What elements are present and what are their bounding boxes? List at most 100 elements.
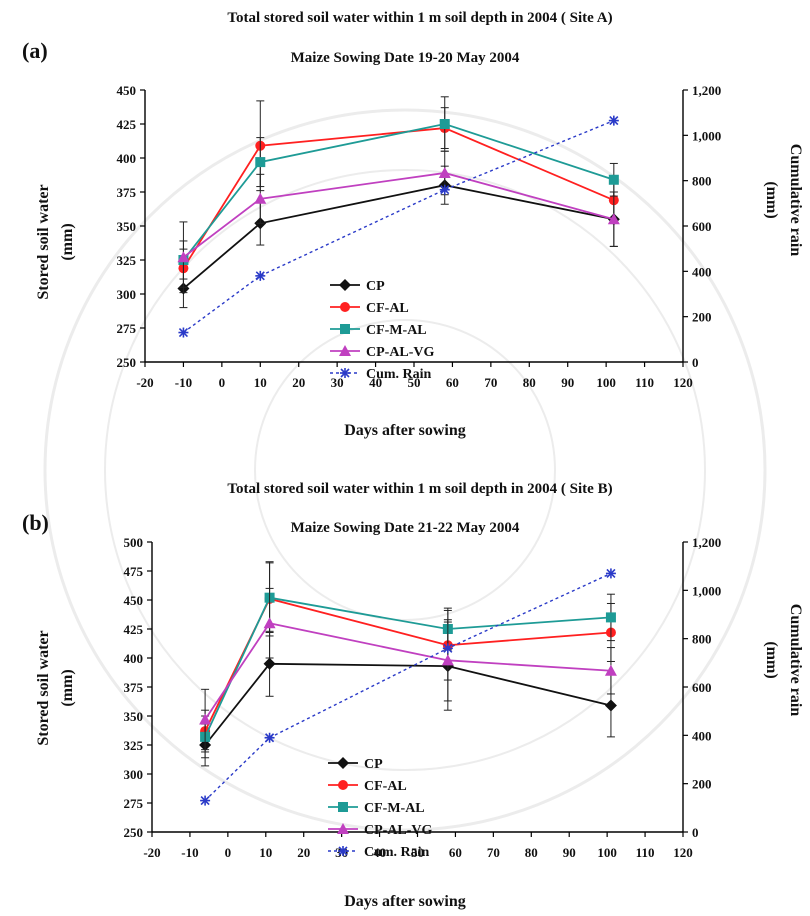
data-point <box>199 713 212 725</box>
x-tick-label: 40 <box>369 375 382 390</box>
y-axis-label-left-unit: (mm) <box>59 669 76 706</box>
data-point <box>200 795 211 806</box>
legend-item: CP-AL-VG <box>330 345 435 360</box>
legend-label: CP <box>366 279 385 294</box>
watermark-seal <box>43 108 767 832</box>
legend-item: CP-AL-VG <box>328 823 433 838</box>
y-left-tick-label: 450 <box>117 83 137 98</box>
y-right-tick-label: 1,200 <box>692 83 721 98</box>
legend-marker <box>339 345 351 356</box>
x-tick-label: 70 <box>484 375 497 390</box>
chart-subtitle: Maize Sowing Date 19-20 May 2004 <box>291 50 520 66</box>
series-line <box>204 662 612 746</box>
data-point <box>607 213 620 225</box>
y-axis-label-left: Stored soil water <box>35 184 52 299</box>
series-cf-m-al <box>178 96 619 280</box>
x-axis-label: Days after sowing <box>344 422 465 439</box>
y-axis-label-right-unit: (mm) <box>763 641 780 678</box>
legend-item: Cum. Rain <box>328 845 430 860</box>
series-line <box>204 622 611 720</box>
y-left-tick-label: 450 <box>124 593 144 608</box>
x-tick-label: 10 <box>259 845 272 860</box>
x-tick-label: 20 <box>292 375 305 390</box>
data-point <box>604 664 617 676</box>
chart-panel-b: Total stored soil water within 1 m soil … <box>22 481 804 910</box>
legend-item: CP <box>328 757 383 772</box>
y-left-tick-label: 350 <box>117 219 137 234</box>
y-right-tick-label: 400 <box>692 264 712 279</box>
x-tick-label: 70 <box>487 845 500 860</box>
legend-label: CF-M-AL <box>364 801 425 816</box>
y-right-tick-label: 1,000 <box>692 583 721 598</box>
x-tick-label: 120 <box>673 845 693 860</box>
legend-label: CP-AL-VG <box>366 345 435 360</box>
series-cf-al <box>200 561 616 753</box>
y-right-tick-label: 400 <box>692 728 712 743</box>
series-line <box>204 596 611 738</box>
series-line <box>182 172 615 258</box>
y-right-tick-label: 200 <box>692 777 712 792</box>
legend-marker <box>338 846 348 856</box>
y-axis-label-left-unit: (mm) <box>59 223 76 260</box>
panel-label: (a) <box>22 38 48 63</box>
legend: CP CF-AL CF-M-AL CP-AL-VG Cum. Rain <box>330 279 435 382</box>
legend-item: CF-AL <box>328 779 407 794</box>
x-tick-label: 60 <box>449 845 462 860</box>
data-point <box>255 270 266 281</box>
x-tick-label: -20 <box>143 845 160 860</box>
y-left-tick-label: 325 <box>124 738 144 753</box>
y-left-tick-label: 325 <box>117 253 137 268</box>
y-right-tick-label: 1,000 <box>692 128 721 143</box>
data-point <box>439 119 450 129</box>
y-axis-label-right-unit: (mm) <box>763 181 780 218</box>
y-left-tick-label: 375 <box>117 185 137 200</box>
series-cp <box>199 621 617 767</box>
y-right-tick-label: 0 <box>692 355 699 370</box>
legend-marker <box>339 279 351 291</box>
legend-marker <box>340 302 350 312</box>
legend: CP CF-AL CF-M-AL CP-AL-VG Cum. Rain <box>328 757 433 860</box>
data-point <box>605 612 616 623</box>
data-point <box>442 643 453 654</box>
data-point <box>608 115 619 126</box>
y-right-tick-label: 800 <box>692 174 712 189</box>
y-left-tick-label: 275 <box>117 321 137 336</box>
y-left-tick-label: 400 <box>124 651 144 666</box>
x-tick-label: 20 <box>297 845 310 860</box>
chart-subtitle: Maize Sowing Date 21-22 May 2004 <box>291 520 520 536</box>
y-right-tick-label: 800 <box>692 632 712 647</box>
x-tick-label: 80 <box>525 845 538 860</box>
series-line <box>182 184 615 290</box>
series-line <box>204 572 612 802</box>
y-left-tick-label: 425 <box>124 622 144 637</box>
y-left-tick-label: 500 <box>124 535 144 550</box>
y-left-tick-label: 300 <box>124 767 144 782</box>
data-point <box>177 251 190 263</box>
y-left-tick-label: 250 <box>117 355 137 370</box>
x-tick-label: 0 <box>219 375 226 390</box>
x-tick-label: -10 <box>181 845 198 860</box>
series-line <box>204 597 612 732</box>
legend-marker <box>337 757 349 769</box>
x-tick-label: 110 <box>635 375 654 390</box>
series-cp-al-vg <box>199 587 617 751</box>
legend-marker <box>338 780 348 790</box>
plot-area: -20 -10 0 10 20 30 40 50 60 70 80 90 100 110 120 250 275… <box>117 83 722 390</box>
legend-label: Cum. Rain <box>364 845 430 860</box>
data-point <box>264 732 275 743</box>
series-line <box>183 119 615 334</box>
legend-marker <box>337 823 349 834</box>
x-tick-label: -20 <box>136 375 153 390</box>
series-line <box>182 127 615 269</box>
legend-item: CF-AL <box>330 301 409 316</box>
legend-label: CF-AL <box>366 301 409 316</box>
series-cp <box>177 165 620 309</box>
x-axis-label: Days after sowing <box>344 893 465 910</box>
x-tick-label: 50 <box>408 375 421 390</box>
legend-marker <box>338 802 348 812</box>
x-tick-label: 100 <box>596 375 616 390</box>
data-point <box>604 699 617 712</box>
legend-label: Cum. Rain <box>366 367 432 382</box>
series-line <box>182 123 615 261</box>
